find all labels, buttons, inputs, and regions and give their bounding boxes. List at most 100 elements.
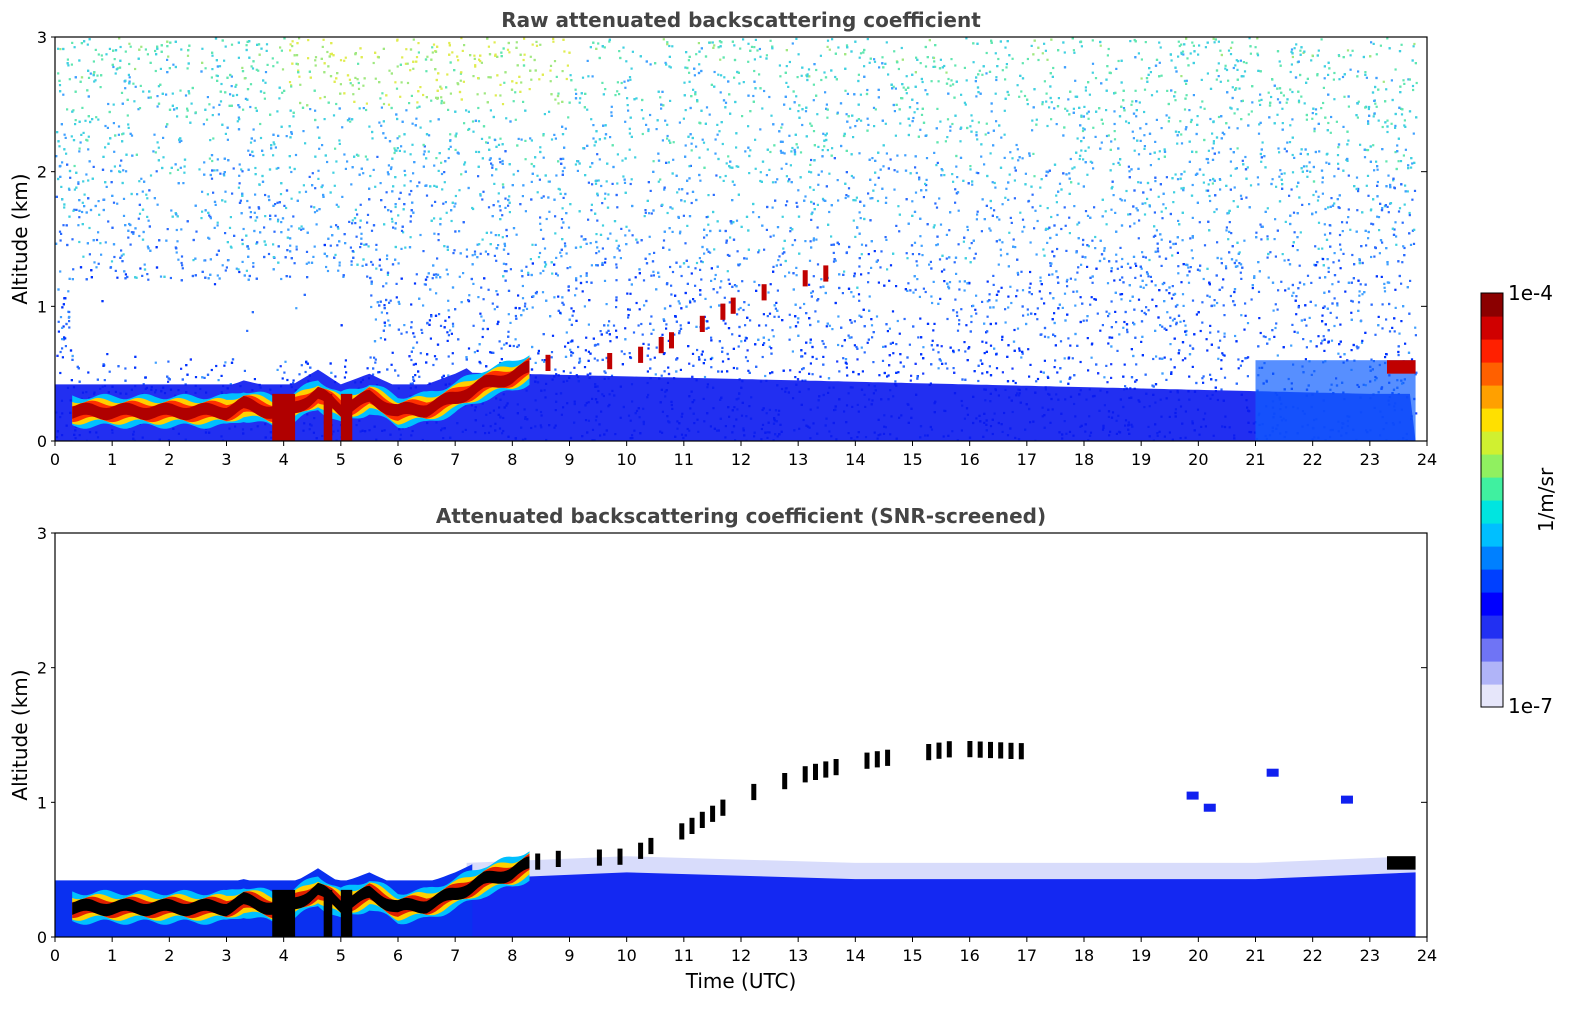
noise-speck bbox=[447, 355, 450, 358]
noise-speck bbox=[437, 169, 440, 172]
noise-speck bbox=[609, 136, 612, 139]
noise-speck bbox=[503, 343, 506, 346]
noise-speck bbox=[810, 171, 813, 174]
noise-speck bbox=[409, 236, 412, 239]
noise-speck bbox=[451, 352, 454, 355]
noise-speck bbox=[180, 228, 183, 231]
noise-speck bbox=[92, 60, 95, 63]
noise-speck bbox=[596, 194, 599, 197]
noise-speck bbox=[615, 329, 618, 332]
noise-speck bbox=[1067, 98, 1070, 101]
noise-speck bbox=[812, 237, 815, 240]
noise-speck bbox=[476, 243, 479, 246]
noise-speck bbox=[1188, 375, 1191, 378]
noise-speck bbox=[1198, 44, 1201, 47]
noise-speck bbox=[142, 383, 145, 386]
noise-speck bbox=[1383, 286, 1386, 289]
noise-speck bbox=[944, 362, 947, 365]
noise-speck bbox=[1236, 127, 1239, 130]
noise-speck bbox=[825, 325, 828, 328]
noise-speck bbox=[943, 174, 946, 177]
noise-speck bbox=[350, 183, 353, 186]
noise-speck bbox=[394, 205, 397, 209]
noise-speck bbox=[616, 81, 619, 84]
noise-speck bbox=[625, 60, 628, 63]
noise-speck bbox=[1330, 197, 1333, 200]
noise-speck bbox=[1175, 323, 1178, 326]
noise-speck bbox=[1120, 298, 1123, 301]
noise-speck bbox=[1364, 71, 1367, 74]
noise-speck bbox=[1042, 248, 1045, 251]
noise-speck bbox=[74, 119, 77, 122]
noise-speck bbox=[1203, 107, 1206, 110]
noise-speck bbox=[1291, 90, 1294, 94]
noise-speck bbox=[1219, 188, 1222, 191]
noise-speck bbox=[557, 295, 560, 298]
noise-speck bbox=[719, 91, 722, 94]
noise-speck bbox=[1208, 295, 1211, 298]
noise-speck bbox=[1377, 315, 1380, 318]
noise-speck bbox=[1346, 49, 1350, 52]
noise-speck bbox=[809, 240, 812, 243]
noise-speck bbox=[440, 161, 443, 164]
noise-speck bbox=[120, 249, 123, 252]
noise-speck bbox=[113, 165, 116, 168]
noise-speck bbox=[1225, 226, 1228, 229]
noise-speck bbox=[1012, 238, 1015, 241]
noise-speck bbox=[156, 95, 159, 98]
noise-speck bbox=[1081, 243, 1085, 246]
noise-speck bbox=[110, 260, 114, 263]
noise-speck bbox=[872, 361, 875, 364]
noise-speck bbox=[552, 40, 555, 43]
noise-speck bbox=[1261, 141, 1264, 144]
noise-speck bbox=[1113, 130, 1116, 133]
noise-speck bbox=[1118, 163, 1121, 166]
noise-speck bbox=[1395, 235, 1398, 238]
noise-speck bbox=[520, 81, 523, 84]
noise-speck bbox=[616, 153, 619, 156]
noise-speck bbox=[366, 213, 370, 216]
noise-speck bbox=[981, 73, 984, 76]
noise-speck bbox=[593, 144, 596, 147]
noise-speck bbox=[672, 141, 675, 144]
noise-speck bbox=[124, 273, 127, 276]
noise-speck bbox=[836, 360, 839, 363]
noise-speck bbox=[1414, 373, 1417, 376]
noise-speck bbox=[1130, 103, 1133, 106]
noise-speck bbox=[875, 315, 879, 318]
noise-speck bbox=[390, 217, 394, 220]
noise-speck bbox=[954, 188, 957, 191]
noise-speck bbox=[542, 195, 545, 198]
noise-speck bbox=[515, 233, 518, 236]
noise-speck bbox=[142, 90, 145, 93]
noise-speck bbox=[869, 197, 872, 200]
noise-speck bbox=[1241, 159, 1244, 162]
noise-speck bbox=[380, 124, 383, 127]
noise-speck bbox=[77, 182, 80, 185]
noise-speck bbox=[1386, 205, 1389, 208]
noise-speck bbox=[854, 235, 857, 238]
noise-speck bbox=[385, 257, 389, 261]
noise-speck bbox=[206, 96, 209, 99]
noise-speck bbox=[881, 359, 885, 362]
noise-speck bbox=[290, 197, 293, 200]
noise-speck bbox=[952, 180, 955, 183]
noise-speck bbox=[594, 182, 598, 185]
noise-speck bbox=[235, 93, 239, 97]
noise-speck bbox=[539, 272, 542, 275]
noise-speck bbox=[1101, 122, 1104, 125]
noise-speck bbox=[1043, 335, 1047, 338]
noise-speck bbox=[780, 126, 783, 129]
noise-speck bbox=[297, 69, 300, 72]
noise-speck bbox=[203, 161, 206, 164]
noise-speck bbox=[779, 263, 782, 266]
noise-speck bbox=[433, 184, 436, 187]
noise-speck bbox=[1365, 244, 1368, 247]
noise-speck bbox=[944, 140, 947, 143]
noise-speck bbox=[230, 85, 233, 88]
noise-speck bbox=[566, 267, 569, 270]
noise-speck bbox=[1189, 120, 1193, 124]
noise-speck bbox=[1140, 340, 1143, 343]
noise-speck bbox=[238, 182, 241, 185]
noise-speck bbox=[735, 165, 738, 168]
